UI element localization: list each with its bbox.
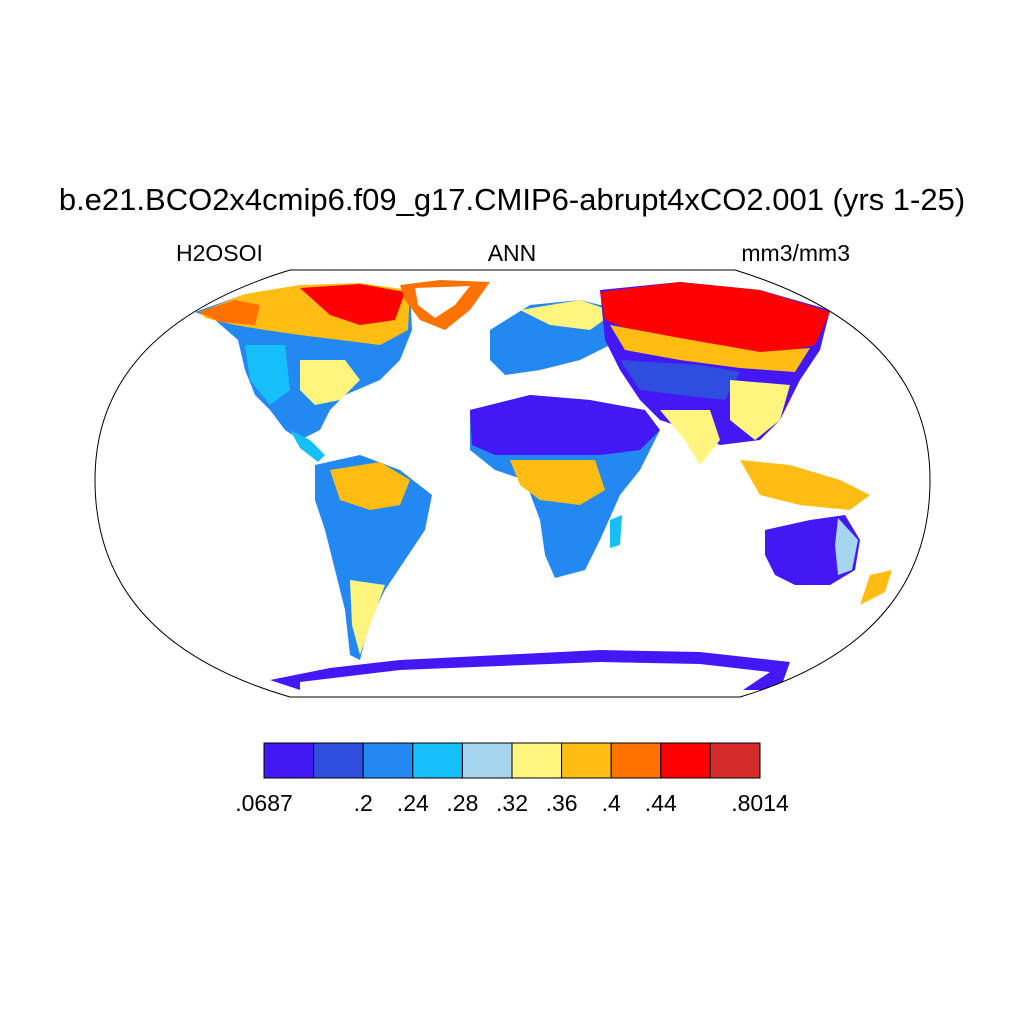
colorbar-swatch bbox=[709, 742, 761, 779]
plot-title: b.e21.BCO2x4cmip6.f09_g17.CMIP6-abrupt4x… bbox=[58, 182, 966, 217]
colorbar-swatch bbox=[263, 742, 315, 779]
madagascar bbox=[610, 515, 622, 548]
colorbar-tick-label: .36 bbox=[545, 790, 578, 816]
maritime-se-asia bbox=[740, 460, 870, 510]
western-us bbox=[245, 345, 290, 405]
alaska-band bbox=[198, 300, 260, 325]
units-label: mm3/mm3 bbox=[741, 240, 850, 266]
variable-label: H2OSOI bbox=[176, 240, 263, 266]
australia-east bbox=[835, 518, 858, 575]
east-asia bbox=[730, 380, 790, 440]
colorbar-swatch bbox=[610, 742, 662, 779]
south-america-land bbox=[315, 455, 432, 660]
colorbar-swatch bbox=[660, 742, 711, 779]
sahara-arabia bbox=[470, 395, 660, 455]
central-america bbox=[290, 430, 325, 462]
season-label: ANN bbox=[487, 240, 537, 266]
siberia-orange bbox=[610, 325, 810, 372]
colorbar-swatch bbox=[511, 742, 563, 779]
arctic-canada-red bbox=[300, 284, 405, 325]
antarctica-interior bbox=[300, 662, 770, 694]
south-asia bbox=[660, 410, 720, 465]
central-africa bbox=[510, 460, 605, 505]
colorbar-tick-label: .28 bbox=[446, 790, 479, 816]
colorbar-swatch bbox=[362, 742, 414, 779]
southern-cone bbox=[350, 580, 385, 655]
amazon-region bbox=[330, 462, 410, 510]
eastern-us bbox=[300, 360, 360, 405]
colorbar-tick-label: .8014 bbox=[731, 790, 789, 816]
colorbar-tick-label: .2 bbox=[353, 790, 373, 816]
colorbar-swatch bbox=[561, 742, 612, 779]
colorbar-swatch bbox=[412, 742, 463, 779]
new-zealand bbox=[860, 570, 892, 605]
map-outline bbox=[94, 269, 931, 698]
colorbar-tick-label: .0687 bbox=[235, 790, 293, 816]
colorbar-tick-label: .4 bbox=[601, 790, 621, 816]
colorbar-swatch bbox=[461, 742, 513, 779]
greenland-interior bbox=[415, 286, 470, 318]
colorbar-swatch bbox=[313, 742, 364, 779]
australia-land bbox=[765, 515, 860, 585]
colorbar-tick-label: .44 bbox=[644, 790, 677, 816]
colorbar-tick-label: .24 bbox=[396, 790, 429, 816]
colorbar bbox=[263, 742, 761, 779]
europe-north bbox=[520, 300, 615, 330]
central-asia bbox=[620, 360, 740, 400]
colorbar-tick-label: .32 bbox=[496, 790, 528, 816]
